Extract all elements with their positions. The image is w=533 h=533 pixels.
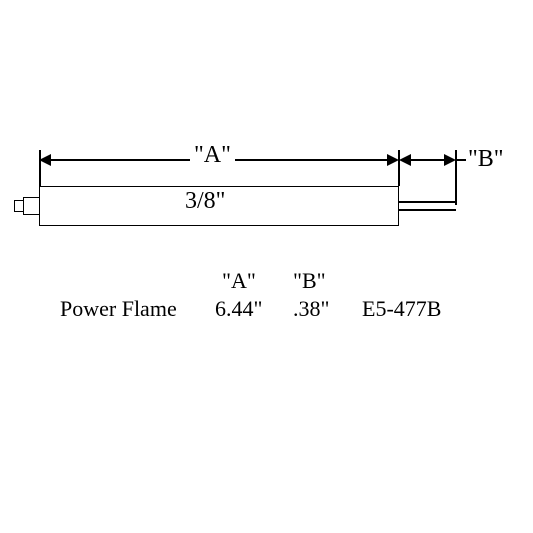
dimB-arrow-right [444, 154, 456, 166]
table-B-value: .38" [293, 296, 329, 322]
dimB-arrow-left [399, 154, 411, 166]
diameter-label: 3/8" [185, 188, 225, 215]
technical-diagram: "A" "B" 3/8" "A" "B" Power Flame 6.44" .… [0, 0, 533, 533]
dimA-label: "A" [190, 142, 235, 169]
table-header-A: "A" [222, 268, 256, 294]
table-A-value: 6.44" [215, 296, 262, 322]
connector-nub [14, 200, 24, 212]
table-header-B: "B" [293, 268, 326, 294]
dimB-label: "B" [468, 146, 504, 173]
shaft-top [399, 201, 456, 203]
table-part-number: E5-477B [362, 296, 441, 322]
table-name: Power Flame [60, 296, 177, 322]
shaft-bottom [399, 209, 456, 211]
dimB-leader [456, 159, 466, 161]
dimA-arrow-right [387, 154, 399, 166]
connector-block [23, 197, 40, 215]
dimB-line [407, 159, 448, 161]
dimA-arrow-left [39, 154, 51, 166]
